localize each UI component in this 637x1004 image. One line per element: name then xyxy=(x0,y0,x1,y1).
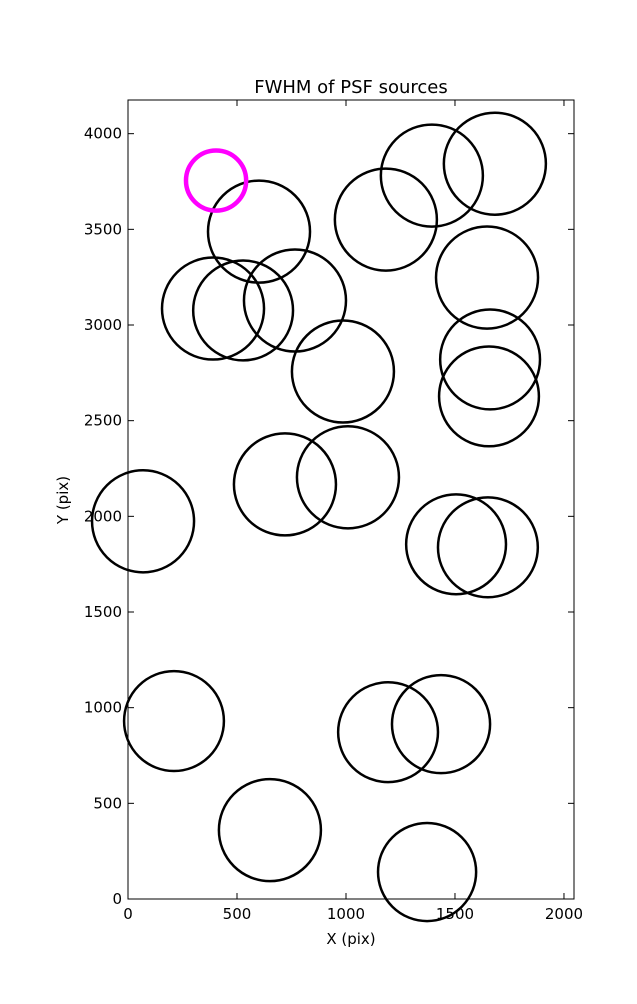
source-circle xyxy=(191,259,295,362)
source-circle xyxy=(183,148,249,213)
x-axis-label: X (pix) xyxy=(326,930,375,948)
source-circle xyxy=(290,319,396,424)
source-circle xyxy=(232,432,338,537)
source-circle xyxy=(436,496,540,599)
y-tick-label: 500 xyxy=(93,794,122,812)
source-circle xyxy=(242,248,348,353)
y-tick-label: 1000 xyxy=(84,699,122,717)
y-tick-label: 2000 xyxy=(84,507,122,525)
x-tick-label: 1500 xyxy=(436,905,474,923)
x-tick-label: 1000 xyxy=(327,905,365,923)
source-circle xyxy=(217,777,323,883)
source-circle xyxy=(333,167,439,272)
chart-title: FWHM of PSF sources xyxy=(254,77,448,98)
y-tick-label: 1500 xyxy=(84,603,122,621)
source-circle xyxy=(434,225,540,330)
plot-frame xyxy=(127,99,575,900)
y-axis-label: Y (pix) xyxy=(54,476,72,525)
source-circle xyxy=(379,123,485,228)
source-circle xyxy=(404,493,508,596)
y-tick-label: 3500 xyxy=(84,220,122,238)
source-circle xyxy=(336,680,440,784)
source-circle xyxy=(122,669,226,773)
x-tick-label: 500 xyxy=(223,905,252,923)
source-circle xyxy=(437,345,541,448)
y-tick-label: 3000 xyxy=(84,316,122,334)
source-circle xyxy=(160,256,266,361)
x-tick-label: 0 xyxy=(123,905,133,923)
source-circle xyxy=(206,179,312,284)
source-circle xyxy=(390,673,492,775)
source-circle xyxy=(376,821,478,923)
y-tick-label: 4000 xyxy=(84,125,122,143)
source-circle xyxy=(90,469,196,574)
y-tick-label: 2500 xyxy=(84,412,122,430)
source-circle xyxy=(438,308,542,411)
source-circle xyxy=(442,111,548,216)
source-circle xyxy=(295,425,401,530)
x-tick-label: 2000 xyxy=(545,905,583,923)
y-tick-label: 0 xyxy=(112,890,122,908)
